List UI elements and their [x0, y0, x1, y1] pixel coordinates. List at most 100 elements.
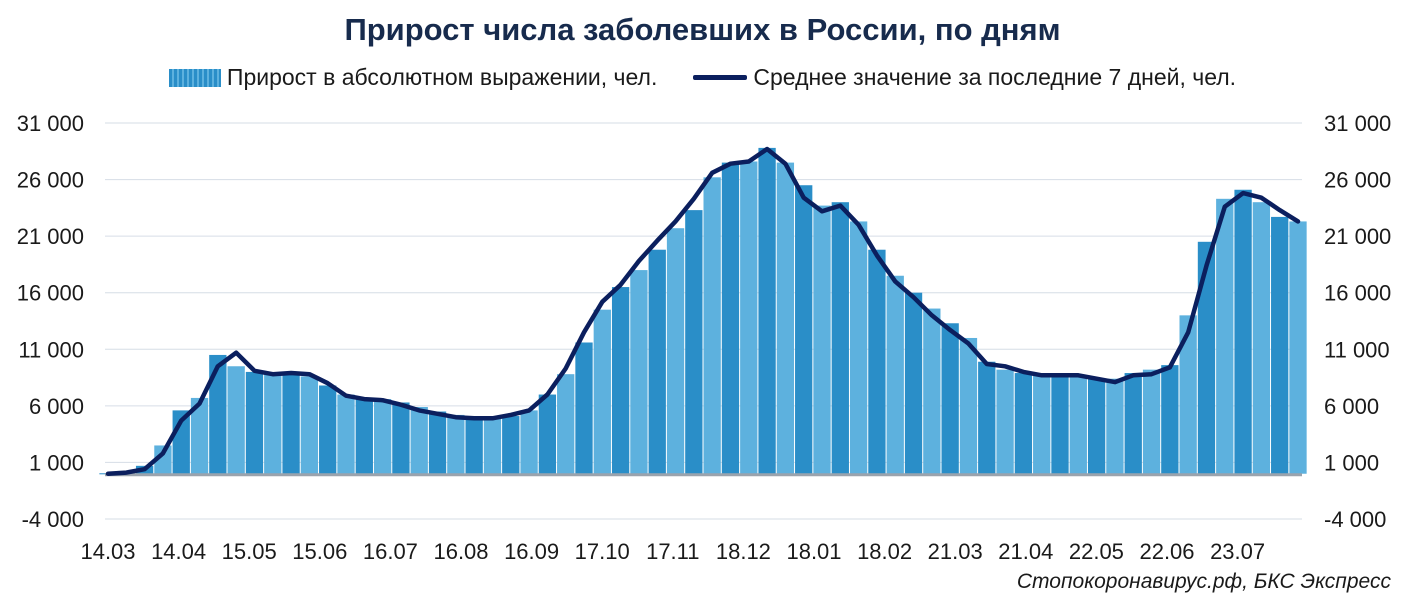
bar	[758, 147, 776, 474]
y-tick-label-left: 16 000	[17, 281, 84, 306]
chart-title: Прирост числа заболевших в России, по дн…	[344, 12, 1061, 47]
y-tick-label-right: 21 000	[1324, 224, 1391, 249]
x-tick-label: 16.07	[363, 539, 418, 564]
bar	[483, 417, 502, 474]
bar	[1179, 315, 1197, 474]
bar	[795, 185, 813, 474]
legend-bar-label: Прирост в абсолютном выражении, чел.	[226, 64, 658, 90]
legend-item-bars: Прирост в абсолютном выражении, чел.	[168, 64, 658, 91]
bar	[1216, 198, 1234, 474]
bar	[1051, 375, 1069, 474]
y-tick-label-right: 16 000	[1324, 281, 1391, 306]
x-tick-label: 17.10	[575, 539, 630, 564]
y-tick-label-left: 26 000	[17, 168, 84, 193]
bar	[1087, 378, 1106, 474]
bar	[557, 374, 575, 474]
bar	[648, 249, 666, 474]
x-tick-label: 18.02	[857, 539, 912, 564]
bar	[575, 342, 593, 474]
bar	[428, 411, 447, 474]
y-tick-label-left: 21 000	[17, 224, 84, 249]
series-line	[105, 146, 1301, 476]
x-tick-label: 18.01	[786, 539, 841, 564]
bar	[941, 323, 959, 474]
x-tick-label: 15.05	[222, 539, 277, 564]
bar	[1106, 378, 1124, 474]
legend-line-swatch	[693, 75, 748, 80]
bar	[813, 205, 831, 474]
bar	[447, 414, 465, 474]
bar	[190, 397, 209, 474]
bar	[740, 161, 758, 474]
x-tick-label: 23.07	[1210, 539, 1265, 564]
line-series	[105, 146, 1301, 476]
x-tick-label: 16.08	[433, 539, 488, 564]
legend-line-label: Среднее значение за последние 7 дней, че…	[753, 64, 1237, 90]
x-tick-label: 18.12	[716, 539, 771, 564]
bar	[392, 402, 410, 474]
bar	[1252, 202, 1271, 474]
bar	[886, 275, 904, 474]
y-tick-label-right: -4 000	[1324, 507, 1386, 532]
bar	[373, 399, 392, 474]
legend-bar-swatch	[168, 68, 221, 87]
x-tick-label: 22.05	[1069, 539, 1124, 564]
bar	[245, 371, 264, 474]
bar	[538, 394, 557, 474]
bar	[1069, 375, 1087, 474]
bar	[831, 202, 849, 474]
y-tick-label-right: 31 000	[1324, 111, 1391, 136]
bar	[410, 406, 428, 474]
bar	[1014, 373, 1033, 474]
bar	[209, 354, 227, 474]
bar	[1033, 373, 1051, 474]
y-tick-label-right: 26 000	[1324, 168, 1391, 193]
legend-item-line: Среднее значение за последние 7 дней, че…	[693, 64, 1236, 91]
x-tick-label: 21.04	[998, 539, 1053, 564]
bar	[776, 162, 795, 474]
bar	[868, 249, 886, 474]
bar	[611, 287, 630, 474]
bar	[337, 394, 355, 474]
bar	[1234, 189, 1252, 474]
y-axis-left: 31 000 26 000 21 000 16 000 11 000 6 000 1 000…	[17, 111, 84, 532]
bar	[1197, 241, 1216, 474]
bar	[227, 366, 245, 474]
bar	[264, 373, 282, 474]
bar	[465, 417, 483, 474]
y-tick-label-left: 6 000	[29, 394, 84, 419]
x-tick-label: 14.03	[80, 539, 135, 564]
bar	[630, 270, 648, 474]
bar	[282, 374, 300, 474]
x-tick-label: 21.03	[928, 539, 983, 564]
bar	[154, 445, 172, 474]
bar	[666, 228, 685, 474]
x-tick-label: 14.04	[151, 539, 206, 564]
y-tick-label-left: 11 000	[18, 337, 84, 362]
bar	[1142, 369, 1161, 474]
bar	[959, 337, 978, 474]
bar	[978, 361, 996, 474]
bar	[1271, 216, 1289, 474]
y-tick-label-right: 6 000	[1324, 394, 1379, 419]
y-tick-label-right: 11 000	[1324, 337, 1390, 362]
bar	[319, 385, 337, 474]
source-note: Стопокоронавирус.рф, БКС Экспресс	[1016, 570, 1391, 593]
y-tick-label-right: 1 000	[1324, 450, 1379, 475]
bar-series	[99, 147, 1307, 475]
x-tick-label: 22.06	[1139, 539, 1194, 564]
bar	[1124, 373, 1142, 474]
bar	[520, 410, 538, 474]
bar	[923, 308, 941, 474]
bar	[721, 162, 740, 474]
bar	[703, 177, 721, 474]
bar	[502, 416, 520, 474]
bar	[904, 292, 923, 474]
y-tick-label-left: 31 000	[17, 111, 84, 136]
x-tick-label: 17.11	[646, 539, 699, 564]
bar	[593, 309, 611, 474]
chart-legend: Прирост в абсолютном выражении, чел. Сре…	[0, 64, 1405, 91]
x-tick-label: 16.09	[504, 539, 559, 564]
bar	[685, 210, 703, 474]
